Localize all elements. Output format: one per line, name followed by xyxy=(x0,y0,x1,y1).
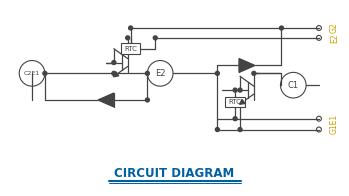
Circle shape xyxy=(112,61,116,64)
Circle shape xyxy=(146,71,149,75)
Polygon shape xyxy=(239,59,255,72)
Polygon shape xyxy=(113,72,119,77)
Circle shape xyxy=(215,71,220,75)
Text: E2: E2 xyxy=(155,69,165,78)
Circle shape xyxy=(146,98,149,102)
Text: RTC: RTC xyxy=(229,99,242,105)
Text: G2: G2 xyxy=(330,23,339,33)
Text: G1E1: G1E1 xyxy=(330,114,339,134)
Text: C2E1: C2E1 xyxy=(24,71,40,76)
Circle shape xyxy=(215,128,220,132)
Circle shape xyxy=(153,36,157,40)
Polygon shape xyxy=(239,99,245,104)
Polygon shape xyxy=(98,93,114,107)
Circle shape xyxy=(252,71,256,75)
Text: C1: C1 xyxy=(288,81,299,90)
FancyBboxPatch shape xyxy=(121,43,141,54)
FancyBboxPatch shape xyxy=(225,96,245,107)
Circle shape xyxy=(233,88,237,92)
Circle shape xyxy=(280,26,283,30)
Circle shape xyxy=(112,71,116,75)
Circle shape xyxy=(126,36,129,40)
Circle shape xyxy=(129,26,133,30)
Circle shape xyxy=(233,117,237,121)
Text: RTC: RTC xyxy=(124,46,137,52)
Circle shape xyxy=(43,71,47,75)
Circle shape xyxy=(238,88,242,92)
Circle shape xyxy=(238,128,242,132)
Text: E2: E2 xyxy=(330,33,339,43)
Text: CIRCUIT DIAGRAM: CIRCUIT DIAGRAM xyxy=(114,167,234,180)
